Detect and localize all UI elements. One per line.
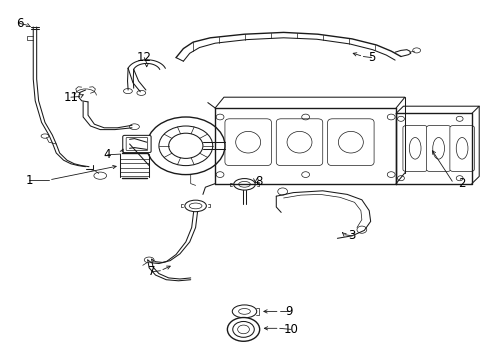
Text: 10: 10 bbox=[283, 323, 298, 336]
Circle shape bbox=[227, 318, 259, 341]
FancyBboxPatch shape bbox=[224, 119, 271, 166]
Text: 3: 3 bbox=[347, 229, 355, 242]
Text: 1: 1 bbox=[25, 174, 33, 186]
FancyBboxPatch shape bbox=[122, 135, 151, 153]
Text: 7: 7 bbox=[147, 265, 155, 278]
Text: 6: 6 bbox=[16, 17, 23, 30]
Text: 12: 12 bbox=[137, 51, 151, 64]
FancyBboxPatch shape bbox=[449, 126, 473, 171]
FancyBboxPatch shape bbox=[426, 126, 450, 171]
Text: 9: 9 bbox=[284, 305, 292, 318]
Text: 4: 4 bbox=[103, 148, 111, 161]
Text: 8: 8 bbox=[255, 175, 263, 188]
Text: 2: 2 bbox=[457, 177, 465, 190]
FancyBboxPatch shape bbox=[327, 119, 373, 166]
Text: 11: 11 bbox=[63, 91, 78, 104]
FancyBboxPatch shape bbox=[126, 138, 147, 150]
FancyBboxPatch shape bbox=[276, 119, 322, 166]
Circle shape bbox=[146, 117, 224, 175]
Text: 5: 5 bbox=[367, 51, 375, 64]
FancyBboxPatch shape bbox=[402, 126, 427, 171]
